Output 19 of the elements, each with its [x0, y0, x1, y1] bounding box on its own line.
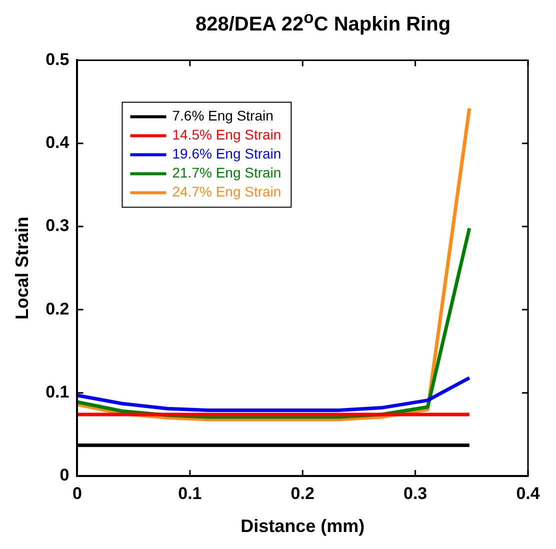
- x-tick-label: 0.1: [178, 484, 202, 503]
- x-tick-label: 0.3: [403, 484, 428, 503]
- x-tick-label: 0.2: [290, 484, 314, 503]
- chart-title: 828/DEA 22$^{o}$C Napkin Ring: [194, 8, 452, 38]
- legend-label: 7.6% Eng Strain: [172, 108, 274, 124]
- x-axis-title: Distance (mm): [240, 516, 365, 536]
- y-tick-label: 0.2: [46, 299, 70, 318]
- y-tick-label: 0.3: [46, 216, 70, 236]
- y-tick-label: 0.4: [46, 133, 70, 152]
- y-axis-title: Local Strain: [12, 216, 32, 320]
- legend-label: 24.7% Eng Strain: [172, 184, 282, 200]
- y-tick-label: 0: [60, 466, 70, 485]
- legend-label: 21.7% Eng Strain: [172, 164, 282, 181]
- legend-label: 19.6% Eng Strain: [172, 146, 282, 162]
- y-tick-label: 0.1: [46, 382, 70, 402]
- x-tick-label: 0: [72, 484, 82, 503]
- x-tick-label: 0.4: [516, 484, 540, 503]
- y-tick-label: 0.5: [46, 50, 70, 69]
- legend-label: 14.5% Eng Strain: [172, 126, 282, 143]
